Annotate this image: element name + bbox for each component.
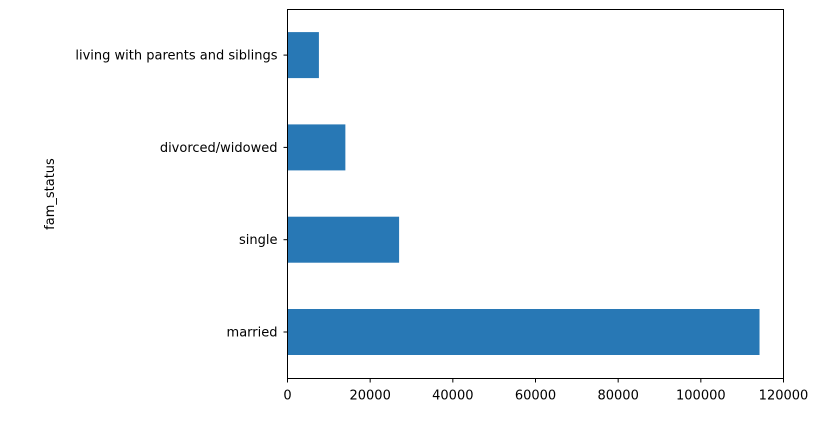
bars bbox=[287, 32, 760, 355]
bar-married bbox=[287, 309, 760, 355]
bar-living-with-parents-and-siblings bbox=[287, 32, 319, 79]
y-axis-label: fam_status bbox=[43, 158, 58, 230]
y-tick-labels: married single divorced/widowed living with… bbox=[75, 49, 288, 341]
x-ticks: 0 20000 40000 60000 80000 100000 120000 bbox=[283, 378, 809, 404]
y-tick-label: divorced/widowed bbox=[160, 141, 278, 156]
y-tick-label: single bbox=[239, 233, 278, 248]
x-tick-label: 40000 bbox=[432, 389, 473, 404]
x-tick-label: 60000 bbox=[515, 389, 556, 404]
plot-frame bbox=[287, 9, 784, 379]
y-tick-label: living with parents and siblings bbox=[75, 49, 277, 64]
x-tick-label: 100000 bbox=[676, 389, 726, 404]
y-tick-label: married bbox=[227, 326, 278, 341]
x-tick-label: 80000 bbox=[597, 389, 638, 404]
bar-divorced-widowed bbox=[287, 124, 346, 171]
x-tick-label: 20000 bbox=[349, 389, 390, 404]
x-tick-label: 0 bbox=[283, 389, 291, 404]
bar-single bbox=[287, 216, 400, 263]
x-tick-label: 120000 bbox=[759, 389, 809, 404]
